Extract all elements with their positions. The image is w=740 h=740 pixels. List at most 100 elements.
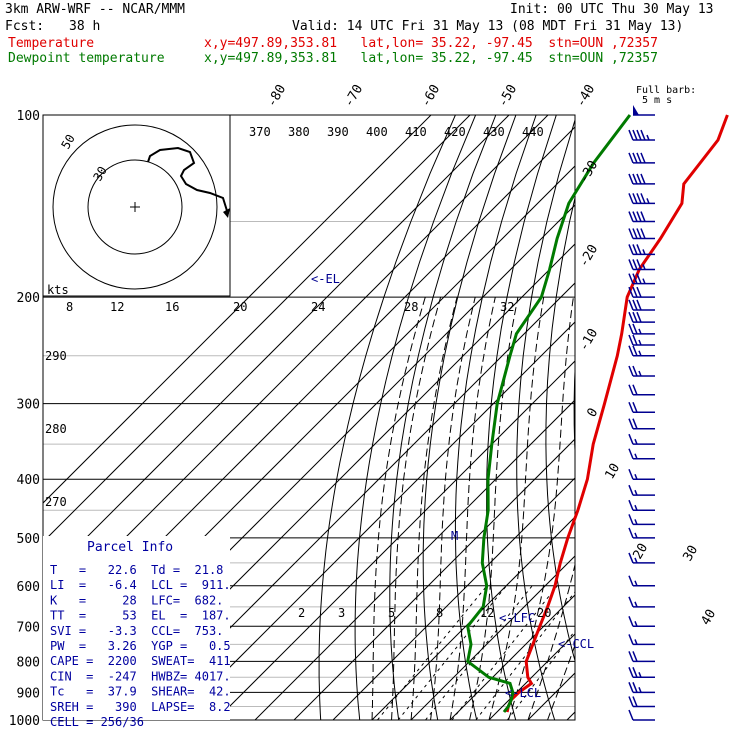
wind-barb-icon <box>628 228 655 240</box>
wind-barb-icon <box>628 616 655 628</box>
wind-barb-full <box>628 152 634 164</box>
parcel-info-title: Parcel Info <box>87 540 173 555</box>
parcel-info-row: T = 22.6 Td = 21.8 <box>50 563 223 577</box>
wind-barb-full <box>640 129 646 141</box>
hodograph-units-label: kts <box>47 283 69 297</box>
isotherm-line <box>606 115 740 720</box>
isotherm-line <box>449 594 575 720</box>
isotherm-line <box>254 399 575 720</box>
wind-barb-full <box>632 651 638 662</box>
wind-barb-icon <box>628 311 655 323</box>
wind-barb-half <box>638 350 642 357</box>
moist-adiabat-line <box>547 643 575 720</box>
isotherm-line <box>137 282 575 720</box>
wind-barb-icon <box>628 286 655 298</box>
init-time: Init: 00 UTC Thu 30 May 13 <box>510 2 714 17</box>
hodograph-speed-label: 16 <box>165 300 179 314</box>
wind-barb-full <box>636 299 642 311</box>
wind-barb-half <box>634 601 638 608</box>
wind-barb-half <box>634 489 638 496</box>
pressure-tick-label: 300 <box>17 398 40 413</box>
theta-label: 440 <box>522 125 544 139</box>
wind-barbs <box>628 105 655 721</box>
model-title: 3km ARW-WRF -- NCAR/MMM <box>5 2 186 17</box>
wind-barb-full <box>632 401 638 413</box>
wind-barb-icon <box>628 365 655 377</box>
wind-barb-full <box>636 129 642 141</box>
wind-barb-full <box>628 575 634 587</box>
mixing-ratio-line <box>377 585 488 720</box>
profile-lines <box>466 114 729 713</box>
wind-barb-icon <box>628 696 655 708</box>
temperature-location: x,y=497.89,353.81 lat,lon= 35.22, -97.45… <box>204 36 658 51</box>
wind-barb-full <box>632 273 638 284</box>
isotherm-line <box>215 360 575 720</box>
wind-barb-icon <box>628 709 655 721</box>
wind-barb-half <box>638 672 642 678</box>
parcel-info-row: Tc = 37.9 SHEAR= 42. <box>50 685 231 699</box>
wind-barb-full <box>632 299 638 311</box>
isotherm-line <box>176 321 575 720</box>
marker-m: M <box>451 529 458 543</box>
wind-barb-full <box>628 596 634 608</box>
temperature-tick-label: 40 <box>698 607 719 628</box>
dry-adiabat-line <box>573 360 575 461</box>
wind-barb-full <box>628 527 634 539</box>
dry-adiabat-line <box>728 115 740 720</box>
wind-barb-full <box>632 173 638 185</box>
moist-adiabat-line <box>508 297 574 720</box>
wind-barb-full <box>628 696 634 707</box>
isotherm-line <box>43 115 510 582</box>
wind-barb-half <box>634 557 638 564</box>
wind-barb-icon <box>628 667 655 679</box>
wind-barb-icon <box>628 433 655 445</box>
wind-barb-icon <box>628 499 655 511</box>
wind-barb-full <box>628 651 634 662</box>
temperature-tick-label: 10 <box>602 461 623 482</box>
mixing-ratio-label: 20 <box>537 606 551 620</box>
dewpoint-legend: Dewpoint temperature <box>8 51 165 66</box>
dry-adiabat-line <box>486 115 557 720</box>
dry-adiabat-line <box>704 115 740 720</box>
wind-barb-full <box>632 682 638 693</box>
dewpoint-profile <box>466 114 632 713</box>
pressure-tick-label: 700 <box>17 620 40 635</box>
temperature-tick-label: -70 <box>341 82 366 110</box>
pressure-tick-label: 400 <box>17 473 40 488</box>
wind-barb-half <box>638 328 642 335</box>
wind-barb-icon <box>628 129 655 141</box>
marker-ccl: <-CCL <box>558 637 594 651</box>
wind-barb-full <box>628 667 634 678</box>
wind-barb-full <box>628 211 634 222</box>
plot-frame <box>42 114 576 721</box>
wind-barb-full <box>640 193 646 204</box>
temperature-tick-label: -10 <box>576 326 601 354</box>
hodograph-speed-label: 24 <box>311 300 325 314</box>
temperature-tick-label: -60 <box>418 82 443 110</box>
wind-barb-full <box>632 244 638 255</box>
wind-barb-full <box>628 129 634 141</box>
temperature-legend: Temperature <box>8 36 95 51</box>
isotherm-line <box>43 115 471 543</box>
wind-barb-icon <box>628 484 655 496</box>
wind-barb-full <box>632 323 638 335</box>
dry-adiabat-line <box>654 115 740 720</box>
theta-e-label: 290 <box>45 349 67 363</box>
wind-barb-full <box>632 365 638 377</box>
wind-barb-icon <box>628 552 655 564</box>
wind-barb-icon <box>628 448 655 460</box>
wind-barb-full <box>640 173 646 185</box>
theta-label: 380 <box>288 125 310 139</box>
moist-adiabat-line <box>527 562 575 720</box>
temperature-profile <box>505 114 729 713</box>
wind-barb-half <box>634 438 638 445</box>
hodograph-speed-label: 28 <box>404 300 418 314</box>
theta-label: 390 <box>327 125 349 139</box>
wind-barb-icon <box>628 152 655 164</box>
wind-barb-half <box>634 580 638 587</box>
wind-barb-full <box>628 173 634 185</box>
dry-adiabat-line <box>545 195 575 663</box>
theta-e-label: 270 <box>45 495 67 509</box>
hodograph-speed-label: 20 <box>233 300 247 314</box>
parcel-info-row: SREH = 390 LAPSE= 8.2 <box>50 700 231 714</box>
